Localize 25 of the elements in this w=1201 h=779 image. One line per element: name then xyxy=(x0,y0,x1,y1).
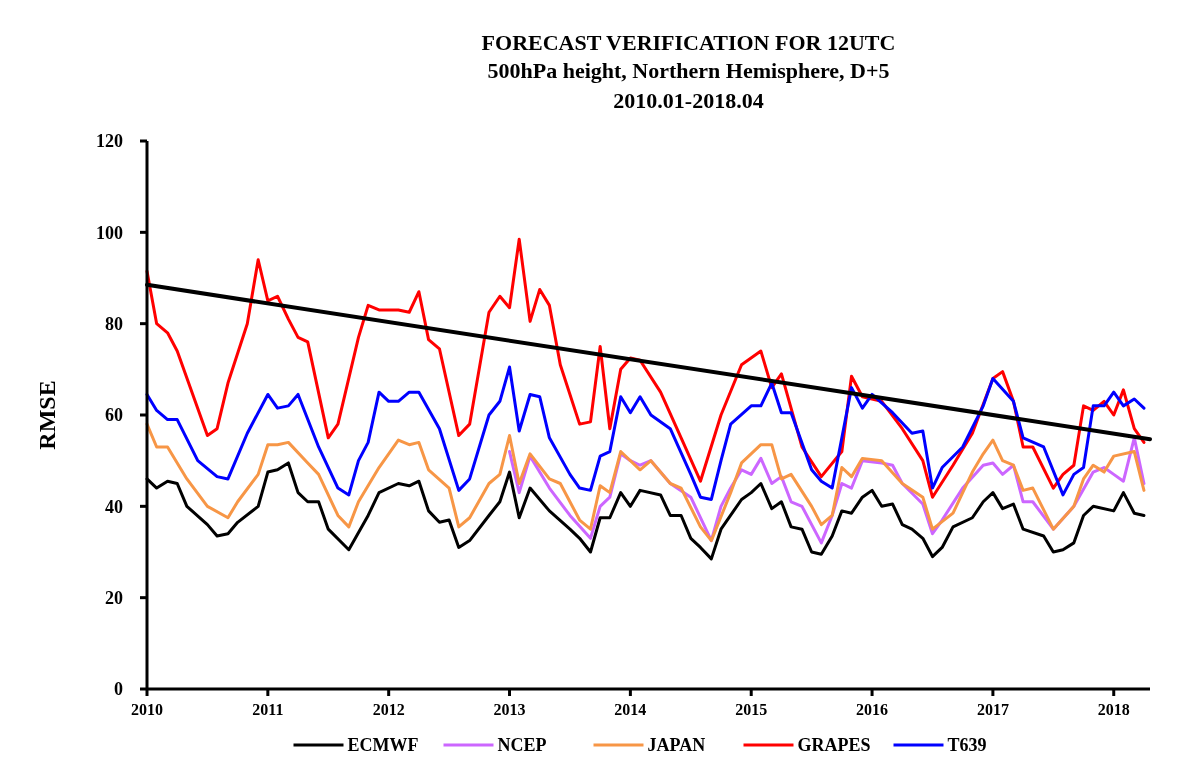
x-tick-label: 2013 xyxy=(493,701,526,718)
y-axis-title: RMSE xyxy=(34,380,60,450)
y-tick-label: 80 xyxy=(105,313,123,334)
x-tick-label: 2011 xyxy=(252,701,284,718)
legend-label: T639 xyxy=(947,735,987,756)
y-tick-label: 40 xyxy=(105,496,123,517)
y-tick-label: 60 xyxy=(105,405,123,426)
x-tick-label: 2018 xyxy=(1097,701,1130,718)
x-tick-label: 2017 xyxy=(976,701,1009,718)
y-tick-label: 120 xyxy=(96,131,123,152)
legend-label: ECMWF xyxy=(347,735,419,756)
legend-label: GRAPES xyxy=(797,735,871,756)
chart-subtitle: 500hPa height, Northern Hemisphere, D+5 2010.01-2018.04 xyxy=(487,58,890,113)
chart-title: FORECAST VERIFICATION FOR 12UTC xyxy=(481,30,896,55)
line-series xyxy=(145,365,1146,501)
y-tick-label: 20 xyxy=(105,587,123,608)
legend-label: JAPAN xyxy=(647,735,706,756)
x-tick-label: 2010 xyxy=(131,701,163,718)
x-tick-label: 2014 xyxy=(614,701,647,718)
legend-label: NCEP xyxy=(497,735,547,756)
y-tick-label: 100 xyxy=(96,222,123,243)
y-tick-label: 0 xyxy=(114,679,123,700)
x-tick-label: 2015 xyxy=(735,701,768,718)
x-tick-label: 2016 xyxy=(856,701,889,718)
x-tick-label: 2012 xyxy=(372,701,405,718)
